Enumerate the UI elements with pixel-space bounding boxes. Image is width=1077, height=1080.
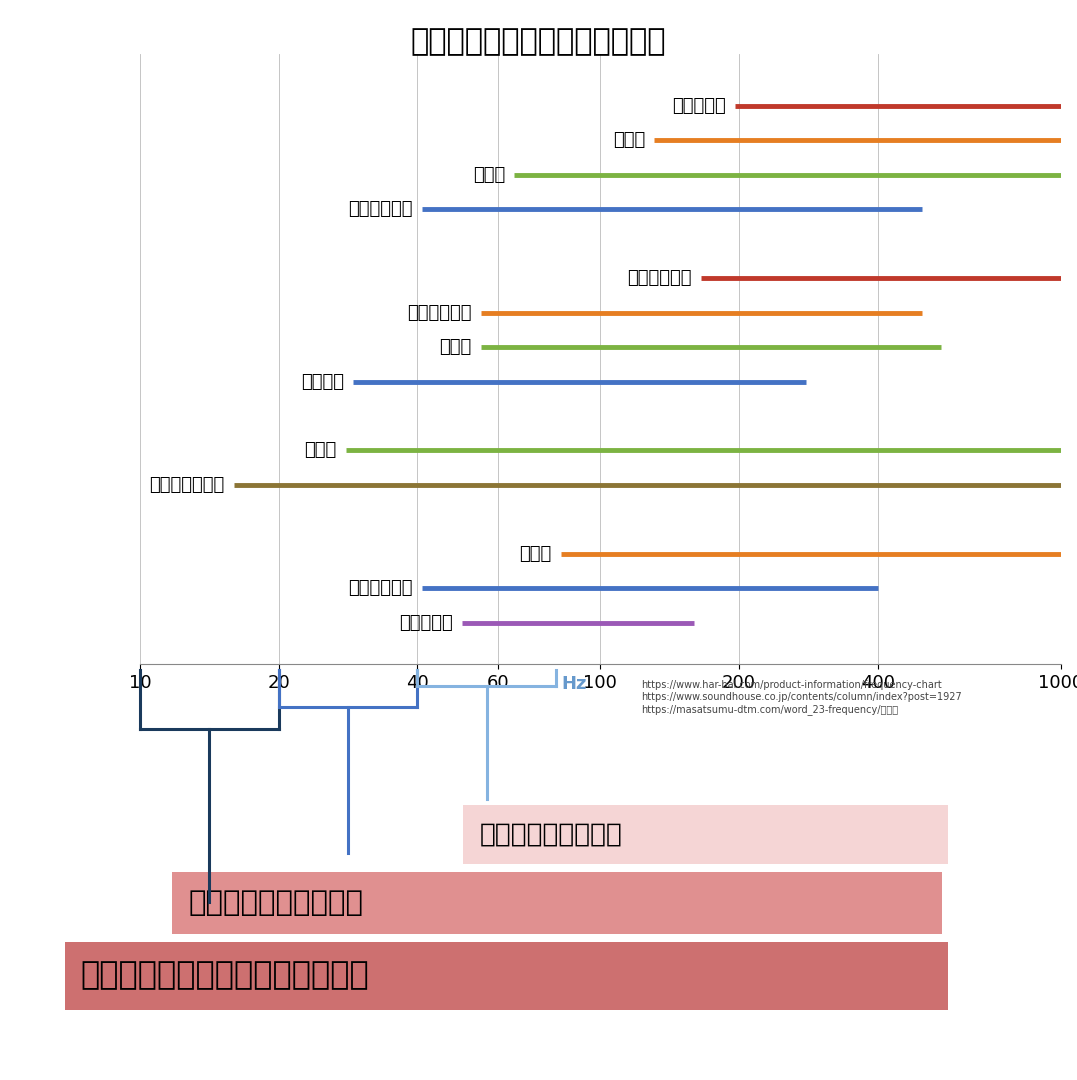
Text: グラッと空気が揺れるような低音: グラッと空気が揺れるような低音 (81, 960, 369, 991)
Text: ピアノ: ピアノ (305, 442, 337, 459)
Text: ベースギター: ベースギター (349, 579, 412, 597)
Text: トランペット: トランペット (627, 269, 691, 287)
Text: パイプオルガン: パイプオルガン (150, 476, 225, 494)
Text: チューバ: チューバ (300, 373, 344, 391)
Text: ズシンと沈み込む低音: ズシンと沈み込む低音 (188, 889, 363, 917)
Text: ホルン: ホルン (439, 338, 472, 356)
Text: https://www.har-bal.com/product-information/frequency-chart
https://www.soundhou: https://www.har-bal.com/product-informat… (641, 680, 962, 715)
Text: コントラバス: コントラバス (349, 200, 412, 218)
Text: ギター: ギター (519, 545, 551, 563)
Text: トロンボーン: トロンボーン (407, 303, 472, 322)
Text: 楽器の音域と、低音の聴こえ方: 楽器の音域と、低音の聴こえ方 (410, 27, 667, 56)
Text: ドンドンという低音: ドンドンという低音 (479, 821, 623, 848)
Text: ビオラ: ビオラ (613, 131, 645, 149)
Text: チェロ: チェロ (473, 165, 505, 184)
Text: バイオリン: バイオリン (672, 97, 726, 114)
Text: Hz: Hz (561, 675, 587, 693)
Text: バスドラム: バスドラム (398, 613, 452, 632)
